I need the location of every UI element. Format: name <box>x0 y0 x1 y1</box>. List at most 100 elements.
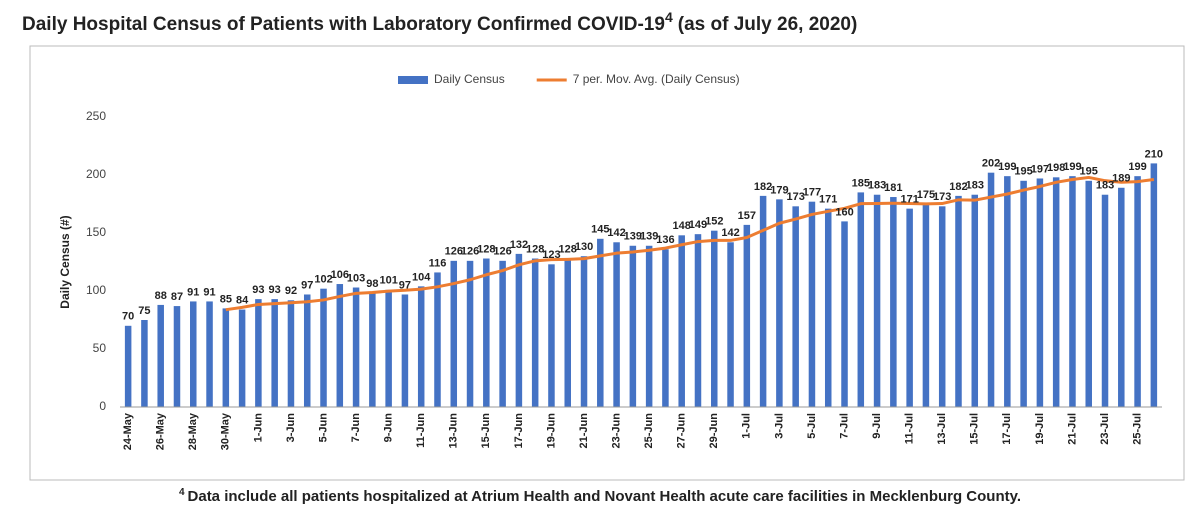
bar <box>1118 187 1125 407</box>
bar <box>320 288 327 407</box>
x-tick-label: 23-Jun <box>610 413 622 449</box>
bar <box>645 245 653 407</box>
bar <box>417 286 425 407</box>
bar <box>157 304 164 407</box>
bar <box>206 301 213 407</box>
bar <box>141 320 148 407</box>
data-label: 175 <box>917 189 935 201</box>
bar <box>124 325 132 407</box>
bar <box>629 245 637 407</box>
bar <box>369 293 376 407</box>
bar <box>336 284 344 407</box>
y-axis-label: Daily Census (#) <box>58 215 72 308</box>
data-label: 198 <box>1047 162 1065 174</box>
bar <box>678 235 685 407</box>
y-tick-label: 50 <box>93 341 107 355</box>
data-label: 171 <box>819 194 837 206</box>
y-tick-label: 0 <box>99 399 106 413</box>
bar <box>580 256 588 407</box>
data-label: 75 <box>138 305 150 317</box>
x-tick-label: 15-Jul <box>969 413 981 445</box>
data-label: 189 <box>1112 173 1130 185</box>
data-label: 93 <box>252 284 264 296</box>
data-label: 182 <box>949 181 967 193</box>
data-label: 202 <box>982 158 1000 170</box>
data-label: 97 <box>301 279 313 291</box>
data-label: 177 <box>803 187 821 199</box>
bar <box>238 309 246 407</box>
data-label: 182 <box>754 181 772 193</box>
data-label: 91 <box>187 286 199 298</box>
x-tick-label: 5-Jul <box>806 413 818 439</box>
bar <box>1004 176 1011 407</box>
bar <box>434 272 441 407</box>
data-label: 91 <box>203 286 215 298</box>
x-tick-label: 24-May <box>122 412 134 450</box>
bar <box>1036 178 1044 407</box>
data-label: 145 <box>591 224 609 236</box>
x-tick-label: 27-Jun <box>676 413 688 449</box>
x-tick-label: 13-Jul <box>936 413 948 445</box>
bar <box>711 230 718 407</box>
bar <box>613 242 620 407</box>
footnote-marker: 4 <box>179 487 185 498</box>
data-label: 179 <box>770 184 788 196</box>
bar <box>938 206 946 407</box>
data-label: 98 <box>366 278 378 290</box>
data-label: 126 <box>493 246 511 258</box>
bar <box>1069 176 1076 407</box>
x-tick-label: 26-May <box>155 412 167 450</box>
x-tick-label: 17-Jul <box>1001 413 1013 445</box>
bar <box>1052 177 1060 407</box>
data-label: 185 <box>852 177 870 189</box>
y-tick-label: 150 <box>86 225 106 239</box>
data-label: 116 <box>429 257 447 269</box>
bar <box>1134 176 1141 407</box>
x-tick-label: 19-Jun <box>545 413 557 449</box>
data-label: 104 <box>412 271 431 283</box>
bar <box>841 221 848 407</box>
footnote: 4 Data include all patients hospitalized … <box>179 487 1021 505</box>
data-label: 130 <box>575 241 593 253</box>
y-tick-label: 100 <box>86 283 106 297</box>
x-tick-label: 11-Jun <box>415 413 427 448</box>
x-tick-label: 5-Jun <box>317 413 329 443</box>
data-label: 142 <box>607 227 625 239</box>
bar <box>466 260 474 407</box>
x-tick-label: 9-Jun <box>383 413 395 443</box>
x-tick-label: 1-Jun <box>252 413 264 443</box>
data-label: 136 <box>656 234 674 246</box>
bar <box>531 258 539 407</box>
data-label: 97 <box>399 279 411 291</box>
data-label: 128 <box>526 243 544 255</box>
bar <box>890 197 897 407</box>
data-label: 139 <box>640 231 658 243</box>
x-tick-label: 17-Jun <box>513 413 525 449</box>
data-label: 160 <box>835 206 853 218</box>
data-label: 195 <box>1014 166 1032 178</box>
data-label: 142 <box>721 227 739 239</box>
chart-title: Daily Hospital Census of Patients with L… <box>22 9 857 35</box>
x-tick-label: 3-Jun <box>285 413 297 443</box>
bar <box>824 208 832 407</box>
data-label: 92 <box>285 285 297 297</box>
x-tick-label: 13-Jun <box>448 413 460 449</box>
data-label: 183 <box>1096 180 1114 192</box>
data-label: 139 <box>624 231 642 243</box>
data-label: 173 <box>933 191 951 203</box>
data-label: 199 <box>998 161 1016 173</box>
data-label: 181 <box>884 182 902 194</box>
data-label: 84 <box>236 294 249 306</box>
bar <box>515 253 523 407</box>
data-label: 152 <box>705 216 723 228</box>
x-tick-label: 3-Jul <box>773 413 785 439</box>
data-label: 183 <box>966 180 984 192</box>
bar <box>499 260 506 407</box>
bar <box>873 194 881 407</box>
x-tick-label: 25-Jul <box>1131 413 1143 445</box>
x-tick-label: 29-Jun <box>708 413 720 449</box>
data-label: 149 <box>689 219 707 231</box>
data-label: 195 <box>1080 166 1098 178</box>
bar <box>483 258 490 407</box>
bar <box>352 287 360 407</box>
